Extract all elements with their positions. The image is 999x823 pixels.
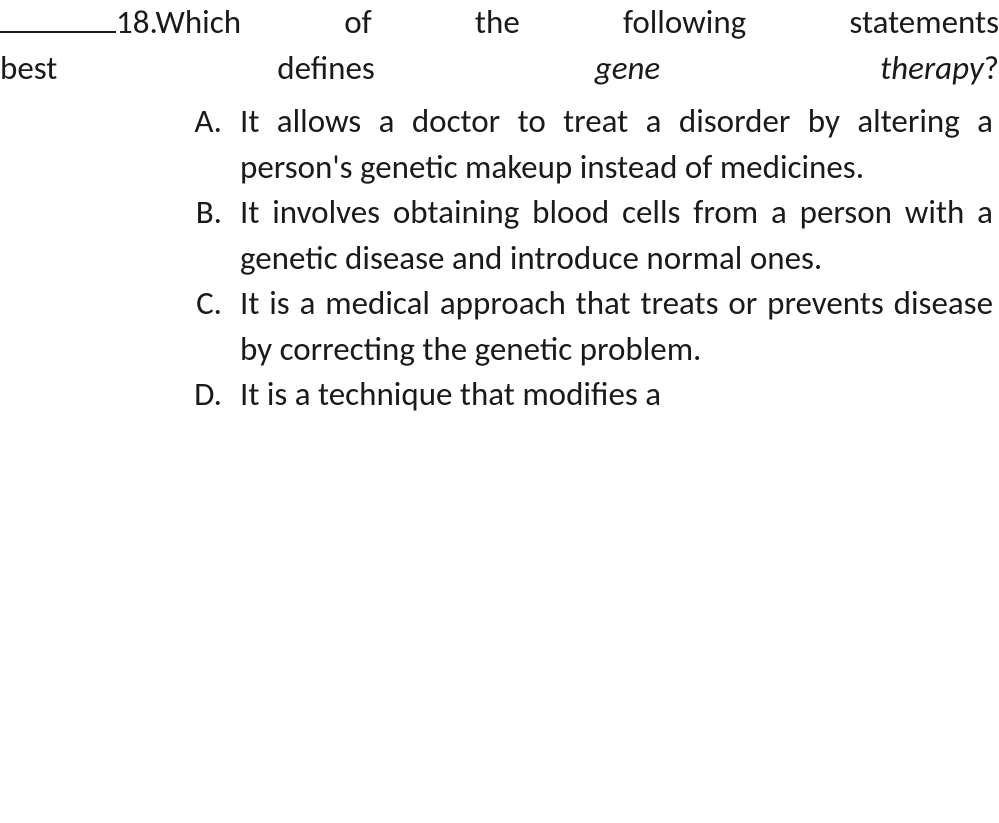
question-stem-part2-pre: best defines bbox=[0, 48, 595, 88]
option-letter-d: D. bbox=[180, 372, 240, 418]
option-text-a: It allows a doctor to treat a disorder b… bbox=[240, 99, 999, 190]
question-line-2: best defines gene therapy? bbox=[0, 46, 999, 92]
option-c[interactable]: C. It is a medical approach that treats … bbox=[180, 281, 999, 372]
option-text-c: It is a medical approach that treats or … bbox=[240, 281, 999, 372]
option-letter-b: B. bbox=[180, 190, 240, 281]
option-text-d: It is a technique that modifies a bbox=[240, 372, 999, 418]
option-d[interactable]: D. It is a technique that modifies a bbox=[180, 372, 999, 418]
option-b[interactable]: B. It involves obtaining blood cells fro… bbox=[180, 190, 999, 281]
option-letter-c: C. bbox=[180, 281, 240, 372]
question-line-1: 18.Which of the following statements bbox=[0, 0, 999, 46]
question-stem-italic: gene therapy bbox=[595, 48, 984, 88]
answer-blank[interactable] bbox=[0, 31, 116, 33]
question-number: 18. bbox=[116, 2, 155, 42]
options-list: A. It allows a doctor to treat a disorde… bbox=[0, 99, 999, 418]
option-letter-a: A. bbox=[180, 99, 240, 190]
question-stem: 18.Which of the following statements bes… bbox=[0, 0, 999, 91]
question-stem-part1: Which of the following statements bbox=[155, 2, 999, 42]
question-stem-part2-post: ? bbox=[984, 48, 999, 88]
option-a[interactable]: A. It allows a doctor to treat a disorde… bbox=[180, 99, 999, 190]
option-text-b: It involves obtaining blood cells from a… bbox=[240, 190, 999, 281]
